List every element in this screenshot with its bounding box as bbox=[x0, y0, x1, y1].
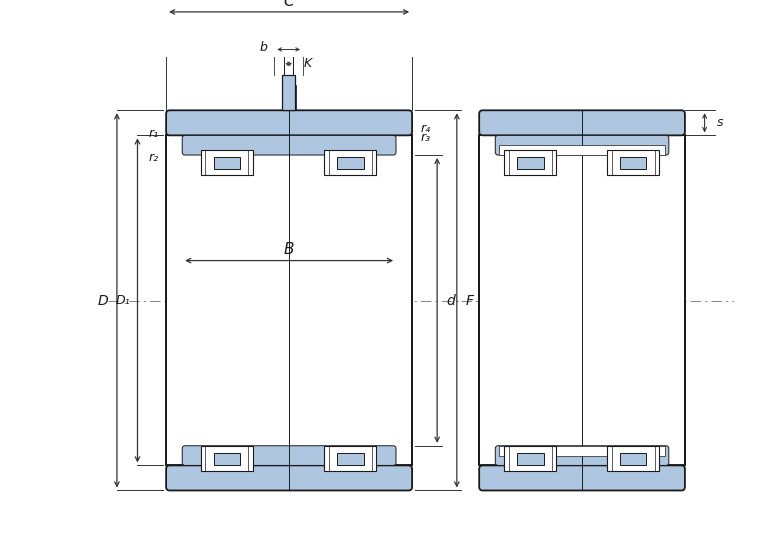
Text: F: F bbox=[466, 294, 474, 308]
FancyBboxPatch shape bbox=[495, 135, 669, 155]
FancyBboxPatch shape bbox=[166, 111, 412, 135]
Bar bbox=[620, 453, 646, 465]
Text: B: B bbox=[284, 243, 294, 257]
Bar bbox=[517, 453, 543, 465]
Bar bbox=[325, 446, 377, 471]
Bar bbox=[505, 150, 556, 175]
Text: r₃: r₃ bbox=[421, 131, 431, 144]
FancyBboxPatch shape bbox=[166, 465, 412, 491]
Bar bbox=[201, 150, 253, 175]
Bar bbox=[607, 150, 659, 175]
Bar bbox=[201, 446, 253, 471]
Bar bbox=[166, 135, 412, 465]
FancyBboxPatch shape bbox=[479, 111, 685, 135]
Bar bbox=[517, 157, 543, 169]
Text: r₁: r₁ bbox=[149, 127, 159, 140]
Bar bbox=[607, 446, 659, 471]
Bar bbox=[620, 157, 646, 169]
Bar bbox=[505, 446, 556, 471]
Text: d: d bbox=[446, 294, 455, 308]
Bar bbox=[499, 145, 665, 155]
FancyBboxPatch shape bbox=[182, 446, 396, 465]
Bar bbox=[337, 453, 363, 465]
FancyBboxPatch shape bbox=[495, 446, 669, 465]
Text: s: s bbox=[717, 116, 724, 129]
FancyBboxPatch shape bbox=[182, 135, 396, 155]
Bar bbox=[499, 446, 665, 456]
Text: D₁: D₁ bbox=[115, 294, 130, 307]
Bar bbox=[214, 157, 240, 169]
Bar bbox=[479, 135, 685, 465]
Bar bbox=[282, 74, 295, 111]
Text: r₂: r₂ bbox=[149, 151, 159, 164]
Bar bbox=[325, 150, 377, 175]
Text: D: D bbox=[98, 294, 108, 308]
Text: b: b bbox=[260, 41, 267, 54]
Bar bbox=[214, 453, 240, 465]
FancyBboxPatch shape bbox=[479, 465, 685, 491]
Text: K: K bbox=[304, 57, 312, 70]
Text: C: C bbox=[284, 0, 294, 9]
Text: r₄: r₄ bbox=[421, 122, 431, 135]
Bar bbox=[337, 157, 363, 169]
